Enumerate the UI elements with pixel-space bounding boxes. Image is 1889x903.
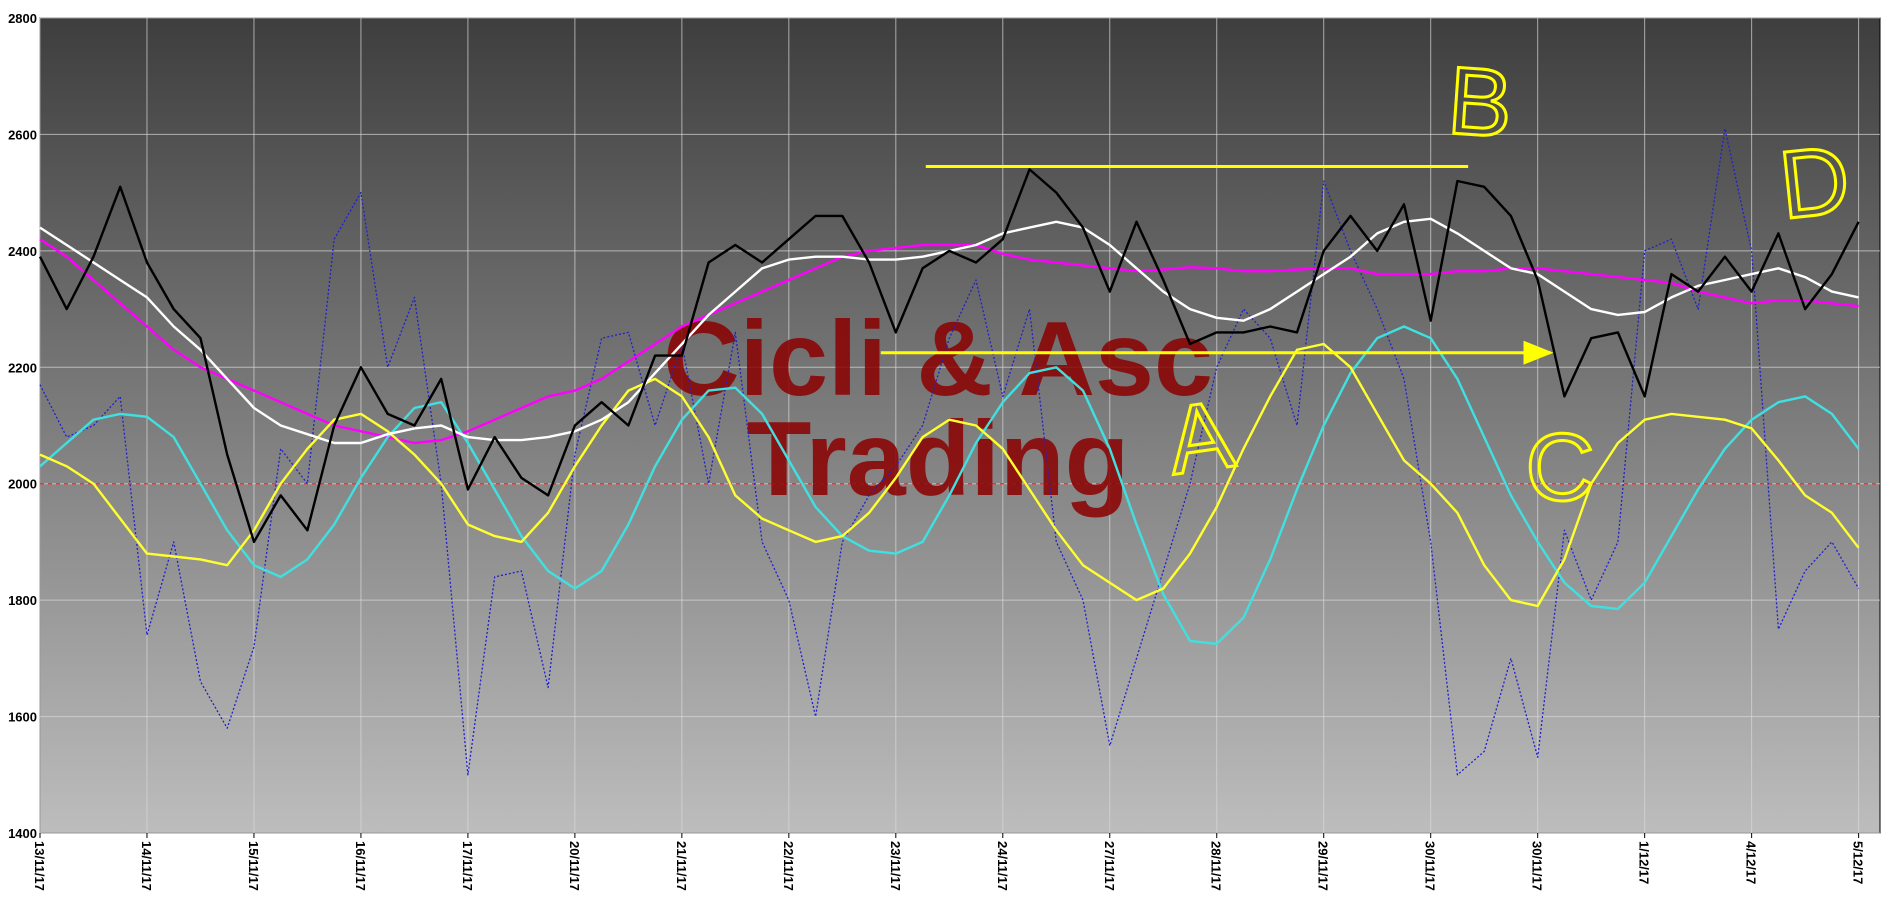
x-tick-label: 20/11/17 bbox=[567, 841, 582, 891]
y-tick-label: 2200 bbox=[8, 360, 37, 375]
x-tick-label: 15/11/17 bbox=[246, 841, 261, 891]
y-tick-label: 1400 bbox=[8, 826, 37, 841]
x-tick-label: 28/11/17 bbox=[1209, 841, 1224, 891]
annotation-letter: B bbox=[1445, 47, 1516, 158]
watermark-text: Trading bbox=[747, 400, 1130, 518]
axes: 1400 1600 1800 2000 2200 2400 2600 2800 13/11/17… bbox=[8, 11, 1866, 891]
y-tick-label: 2600 bbox=[8, 127, 37, 142]
y-tick-label: 1600 bbox=[8, 710, 37, 725]
x-tick-label: 24/11/17 bbox=[995, 841, 1010, 891]
x-tick-label: 4/12/17 bbox=[1744, 841, 1759, 884]
annotation-letter: D bbox=[1775, 126, 1855, 240]
series-group bbox=[38, 127, 1860, 776]
series-line bbox=[39, 325, 1860, 645]
series-line bbox=[39, 238, 1859, 445]
series-line bbox=[39, 127, 1860, 776]
x-tick-label: 5/12/17 bbox=[1851, 841, 1866, 884]
annotation-letter: C bbox=[1525, 414, 1594, 521]
plot-area bbox=[39, 17, 1881, 834]
x-tick-label: 21/11/17 bbox=[674, 841, 689, 891]
x-tick-label: 23/11/17 bbox=[888, 841, 903, 891]
x-tick-label: 13/11/17 bbox=[32, 841, 47, 891]
x-tick-label: 29/11/17 bbox=[1316, 841, 1331, 891]
x-tick-label: 1/12/17 bbox=[1637, 841, 1652, 884]
y-tick-label: 1800 bbox=[8, 593, 37, 608]
watermark-text: Cicli & Asc bbox=[663, 300, 1213, 418]
x-tick-label: 14/11/17 bbox=[139, 841, 154, 891]
y-tick-label: 2000 bbox=[8, 477, 37, 492]
x-tick-label: 30/11/17 bbox=[1423, 841, 1438, 891]
x-tick-label: 22/11/17 bbox=[781, 841, 796, 891]
x-tick-label: 17/11/17 bbox=[460, 841, 475, 891]
y-tick-label: 2400 bbox=[8, 244, 37, 259]
series-line bbox=[39, 342, 1860, 608]
grid bbox=[39, 17, 1880, 834]
y-tick-label: 2800 bbox=[8, 11, 37, 26]
series-line bbox=[38, 168, 1860, 544]
x-tick-label: 30/11/17 bbox=[1530, 841, 1545, 891]
x-tick-label: 16/11/17 bbox=[353, 841, 368, 891]
x-tick-label: 27/11/17 bbox=[1102, 841, 1117, 891]
